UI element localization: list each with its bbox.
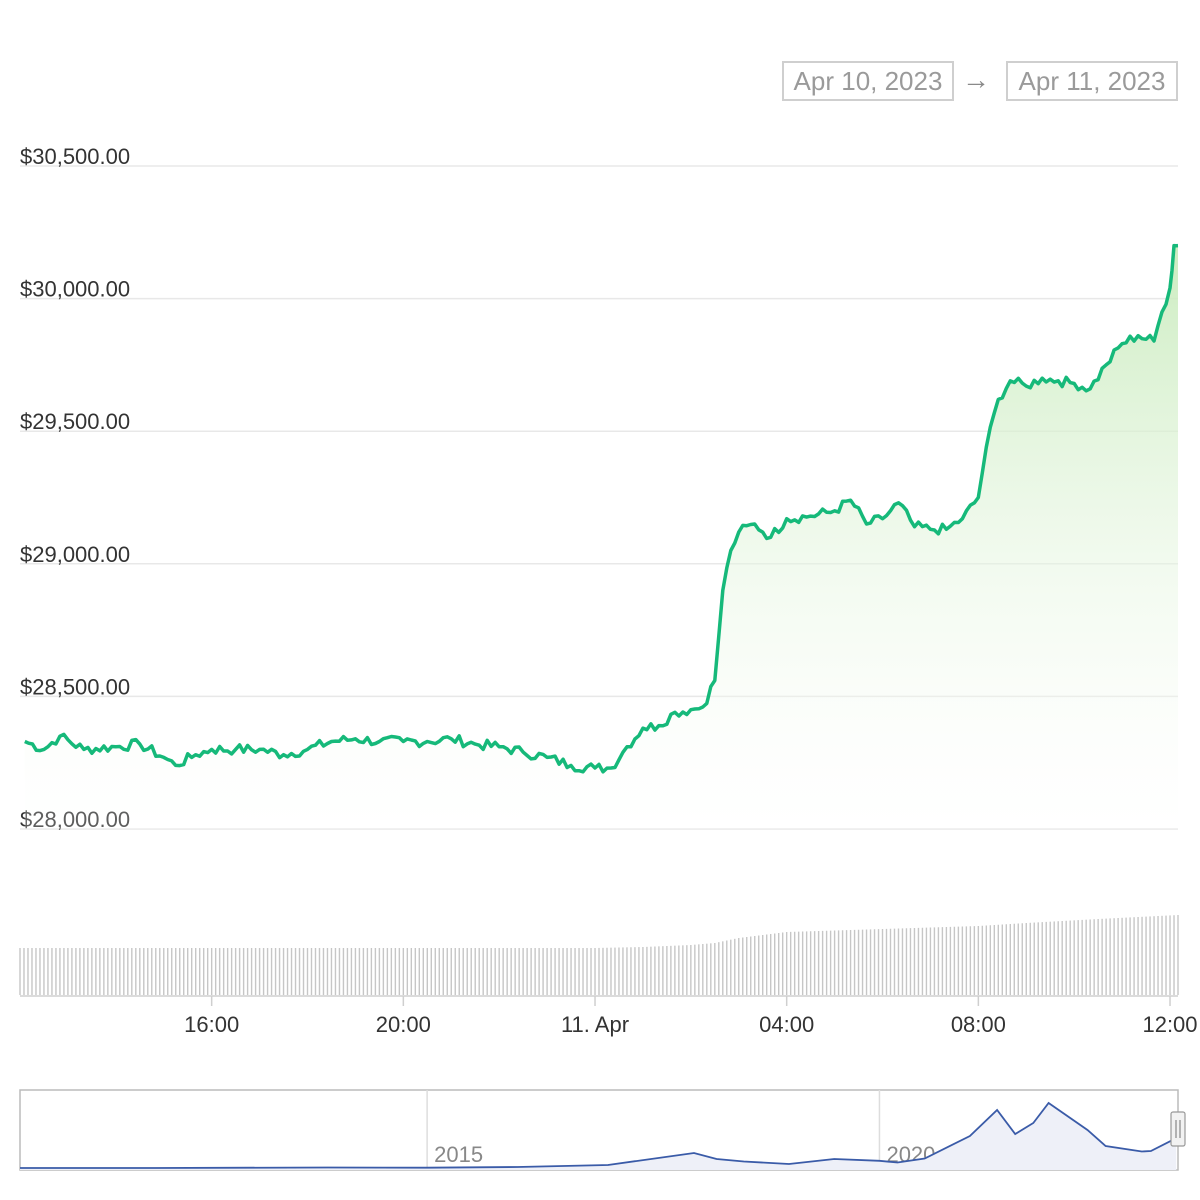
navigator-line bbox=[20, 1101, 1177, 1169]
x-tick-label: 04:00 bbox=[759, 1012, 814, 1037]
y-axis-labels: $28,000.00$28,500.00$29,000.00$29,500.00… bbox=[20, 144, 130, 832]
price-series-line bbox=[24, 243, 1179, 774]
navigator-area bbox=[20, 1103, 1177, 1170]
navigator-year-label: 2015 bbox=[434, 1142, 483, 1167]
y-tick-label: $30,500.00 bbox=[20, 144, 130, 169]
navigator[interactable]: 2015 2020 bbox=[19, 1089, 1186, 1171]
y-tick-label: $29,500.00 bbox=[20, 409, 130, 434]
price-area bbox=[24, 245, 1178, 830]
date-range-arrow: → bbox=[962, 64, 990, 95]
volume-bars bbox=[19, 915, 1179, 995]
x-tick-label: 20:00 bbox=[376, 1012, 431, 1037]
date-range-end-input[interactable]: Apr 11, 2023 bbox=[1006, 61, 1178, 101]
y-tick-label: $28,500.00 bbox=[20, 674, 130, 699]
navigator-handle[interactable] bbox=[1170, 1111, 1186, 1147]
price-area-fill bbox=[24, 245, 1178, 830]
x-tick-label: 16:00 bbox=[184, 1012, 239, 1037]
y-tick-label: $29,000.00 bbox=[20, 542, 130, 567]
price-line bbox=[24, 243, 1179, 774]
date-range-start-input[interactable]: Apr 10, 2023 bbox=[782, 61, 954, 101]
x-tick-label: 12:00 bbox=[1142, 1012, 1197, 1037]
y-tick-label: $30,000.00 bbox=[20, 277, 130, 302]
x-axis: 16:00 20:00 11. Apr 04:00 08:00 12:00 bbox=[20, 995, 1198, 1037]
x-tick-label: 11. Apr bbox=[561, 1012, 629, 1037]
x-tick-label: 08:00 bbox=[951, 1012, 1006, 1037]
